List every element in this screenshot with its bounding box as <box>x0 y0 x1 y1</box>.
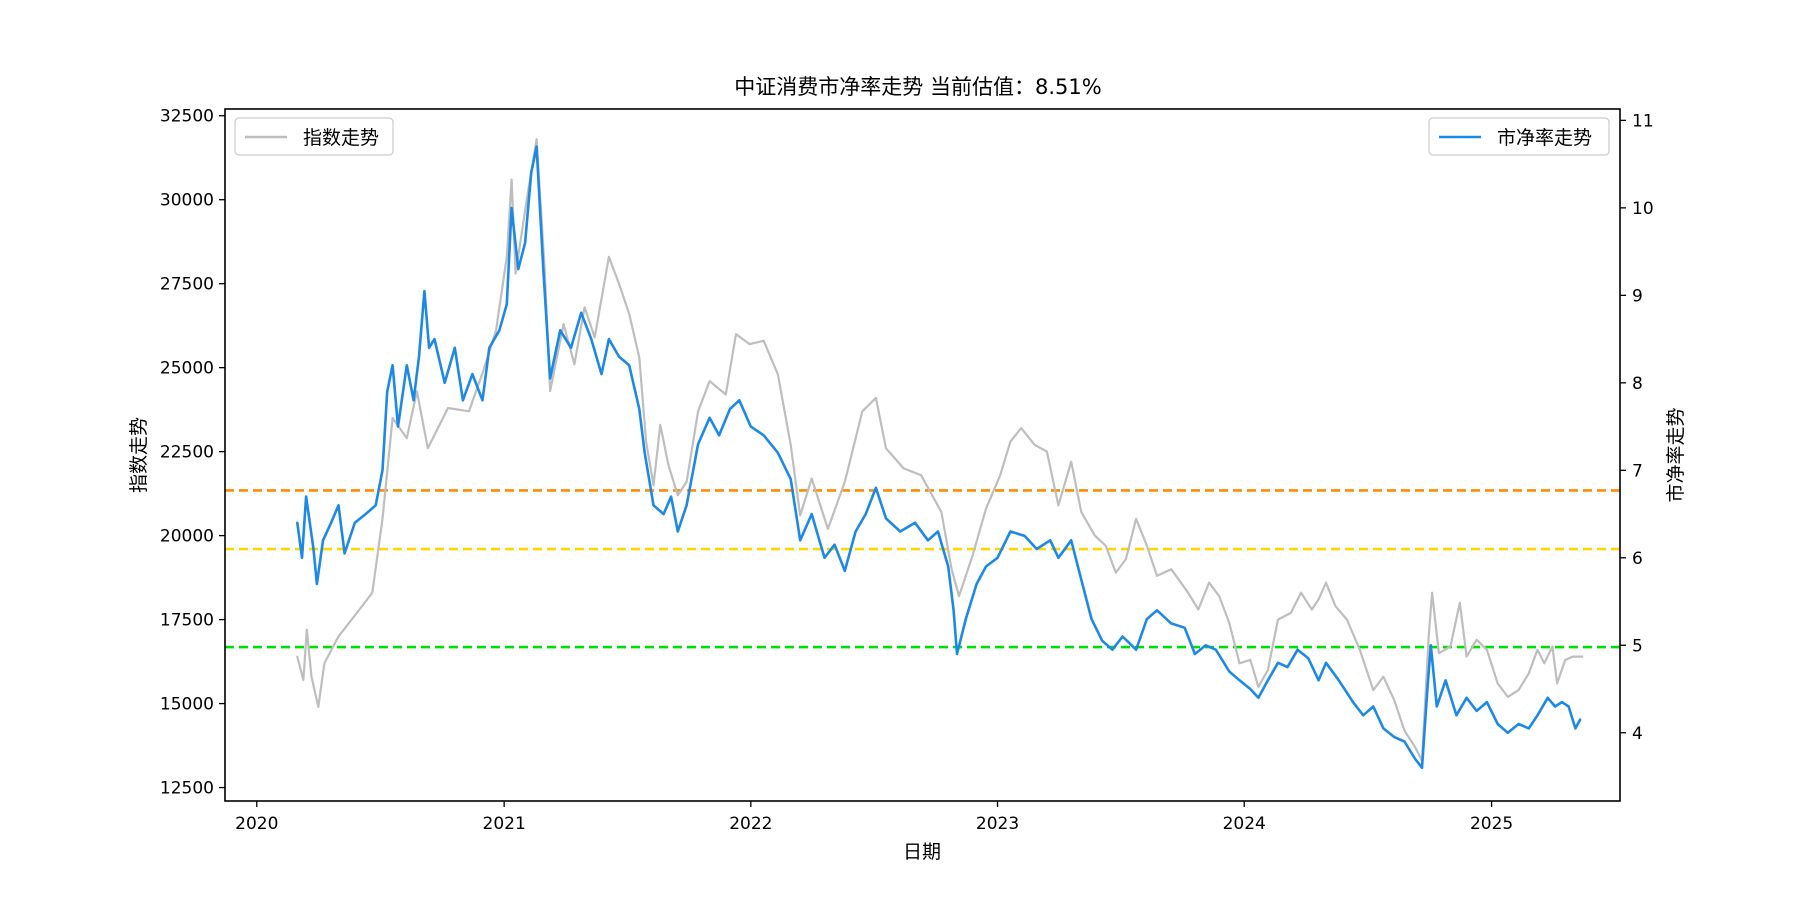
y-right-tick-label: 4 <box>1632 724 1643 744</box>
y-right-tick-label: 10 <box>1632 199 1654 219</box>
legend-pb-label: 市净率走势 <box>1497 127 1592 149</box>
y-right-axis-ticks: 4 5 6 7 8 9 10 11 <box>1620 111 1654 744</box>
y-right-tick-label: 5 <box>1632 636 1643 656</box>
x-tick-label: 2021 <box>483 814 526 834</box>
y-left-tick-label: 15000 <box>160 695 214 715</box>
reference-lines <box>225 489 1620 649</box>
legend-index-box <box>234 117 394 156</box>
legend-pb: 市净率走势 <box>1428 117 1610 156</box>
y-left-tick-label: 30000 <box>160 191 214 211</box>
legend-pb-box <box>1428 117 1610 156</box>
chart-title: 中证消费市净率走势 当前估值：8.51% <box>734 75 1101 99</box>
x-tick-label: 2024 <box>1223 814 1266 834</box>
y-left-tick-label: 25000 <box>160 359 214 379</box>
y-left-axis-ticks: 12500 15000 17500 20000 22500 25000 27500 30000… <box>160 107 225 799</box>
y-left-tick-label: 12500 <box>160 779 214 799</box>
y-left-tick-label: 22500 <box>160 443 214 463</box>
series-line-index <box>296 138 1584 762</box>
x-axis-ticks: 2020 2021 2022 2023 2024 2025 <box>235 801 1513 834</box>
legend-index: 指数走势 <box>234 117 394 156</box>
y-right-tick-label: 6 <box>1632 549 1643 569</box>
y-left-tick-label: 32500 <box>160 107 214 127</box>
y-right-tick-label: 11 <box>1632 111 1654 131</box>
y-right-axis-label: 市净率走势 <box>1665 407 1687 502</box>
y-right-tick-label: 8 <box>1632 374 1643 394</box>
plot-frame <box>224 108 1621 802</box>
series-layer <box>295 138 1584 770</box>
y-right-tick-label: 7 <box>1632 461 1643 481</box>
x-tick-label: 2023 <box>976 814 1019 834</box>
y-left-tick-label: 17500 <box>160 611 214 631</box>
y-right-tick-label: 9 <box>1632 286 1643 306</box>
y-left-tick-label: 20000 <box>160 527 214 547</box>
y-left-tick-label: 27500 <box>160 275 214 295</box>
y-left-axis-label: 指数走势 <box>128 417 150 493</box>
series-line-pb <box>295 145 1582 770</box>
x-tick-label: 2020 <box>235 814 278 834</box>
x-axis-label: 日期 <box>903 841 941 863</box>
x-tick-label: 2022 <box>729 814 772 834</box>
legend-index-label: 指数走势 <box>303 127 379 149</box>
x-tick-label: 2025 <box>1470 814 1513 834</box>
